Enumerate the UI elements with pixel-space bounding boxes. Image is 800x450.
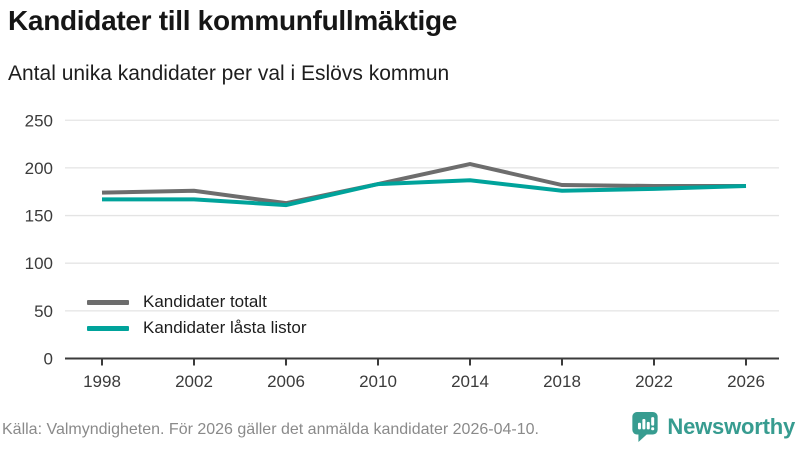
y-tick-label: 0 bbox=[44, 350, 53, 369]
x-tick-label: 2026 bbox=[727, 372, 765, 391]
y-tick-label: 150 bbox=[25, 207, 53, 226]
newsworthy-icon bbox=[632, 411, 659, 442]
legend: Kandidater totalt Kandidater låsta listo… bbox=[87, 289, 306, 341]
chart-subtitle: Antal unika kandidater per val i Eslövs … bbox=[8, 62, 450, 85]
legend-swatch-totalt bbox=[87, 299, 129, 305]
legend-item-totalt: Kandidater totalt bbox=[87, 289, 306, 315]
y-tick-label: 200 bbox=[25, 159, 53, 178]
legend-item-lasta-listor: Kandidater låsta listor bbox=[87, 315, 306, 341]
y-tick-label: 100 bbox=[25, 254, 53, 273]
line-chart: 0 50 100 150 200 250 1998 2002 2006 2010 2014 2018 2… bbox=[25, 111, 779, 391]
legend-label-lasta-listor: Kandidater låsta listor bbox=[143, 318, 307, 337]
y-tick-label: 50 bbox=[34, 302, 53, 321]
newsworthy-logo: Newsworthy bbox=[630, 410, 795, 443]
legend-label-totalt: Kandidater totalt bbox=[143, 292, 267, 311]
legend-swatch-lasta-listor bbox=[87, 325, 129, 331]
y-tick-label: 250 bbox=[25, 111, 53, 130]
x-tick-label: 2002 bbox=[175, 372, 213, 391]
series-line-0 bbox=[101, 162, 746, 206]
x-tick-label: 2014 bbox=[451, 372, 489, 391]
x-tick-label: 1998 bbox=[83, 372, 121, 391]
brand-name: Newsworthy bbox=[667, 413, 795, 439]
x-tick-label: 2022 bbox=[635, 372, 673, 391]
x-tick-label: 2018 bbox=[543, 372, 581, 391]
x-tick-label: 2010 bbox=[359, 372, 397, 391]
source-note: Källa: Valmyndigheten. För 2026 gäller d… bbox=[2, 421, 539, 438]
x-tick-label: 2006 bbox=[267, 372, 305, 391]
series-line-1 bbox=[102, 178, 747, 208]
chart-title: Kandidater till kommunfullmäktige bbox=[8, 5, 458, 36]
